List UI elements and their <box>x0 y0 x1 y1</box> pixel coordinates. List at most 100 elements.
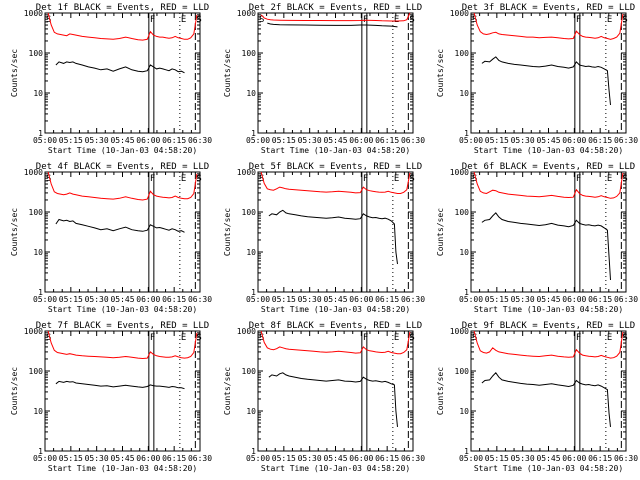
x-tick-label: 05:15 <box>272 295 296 304</box>
x-tick-label: 05:30 <box>85 295 109 304</box>
y-tick-label: 10 <box>33 248 43 257</box>
marker-label-s: S <box>46 333 51 343</box>
marker-label-s: S <box>409 174 414 184</box>
x-tick-label: 06:30 <box>401 295 425 304</box>
panel-det-1: Det 1f BLACK = Events, RED = LLD 1 10 100 10… <box>10 3 212 155</box>
x-tick-label: 05:30 <box>298 136 322 145</box>
x-tick-label: 05:45 <box>323 136 347 145</box>
series-line-lld <box>47 330 198 360</box>
y-tick-label: 1000 <box>450 327 469 336</box>
y-tick-label: 10 <box>246 89 256 98</box>
series-line-events <box>268 209 398 265</box>
marker-label-e: E <box>607 15 612 25</box>
series-line-lld <box>47 171 198 201</box>
plot-frame <box>44 12 201 134</box>
y-axis-label: Counts/sec <box>10 367 19 415</box>
x-tick-label: 06:30 <box>188 136 212 145</box>
series-line-lld <box>260 330 411 355</box>
x-tick-label: 06:30 <box>614 295 638 304</box>
y-tick-label: 1000 <box>450 168 469 177</box>
x-axis-label: Start Time (10-Jan-03 04:58:20) <box>474 464 623 473</box>
marker-label-e: E <box>394 174 399 184</box>
y-axis-label: Counts/sec <box>223 49 232 97</box>
marker-label-e: E <box>181 333 186 343</box>
x-tick-label: 05:15 <box>485 295 509 304</box>
marker-label-s: S <box>46 15 51 25</box>
panel-title: Det 7f BLACK = Events, RED = LLD <box>36 321 209 331</box>
panel-det-3: Det 3f BLACK = Events, RED = LLD 1 10 100 10… <box>436 3 638 155</box>
series-line-events <box>267 22 398 28</box>
y-tick-label: 1 <box>251 288 256 297</box>
y-tick-label: 10 <box>459 89 469 98</box>
series-line-events <box>481 372 611 427</box>
marker-label-s: S <box>46 174 51 184</box>
y-tick-label: 1000 <box>24 168 43 177</box>
x-tick-label: 05:30 <box>511 136 535 145</box>
x-tick-label: 06:15 <box>162 295 186 304</box>
marker-label-f: F <box>576 174 581 184</box>
x-tick-label: 06:00 <box>136 295 160 304</box>
plot-frame <box>257 171 414 293</box>
series-line-events <box>55 61 185 74</box>
x-tick-label: 05:15 <box>59 295 83 304</box>
x-tick-label: 06:30 <box>188 454 212 463</box>
series-line-events <box>55 380 185 390</box>
panel-title: Det 1f BLACK = Events, RED = LLD <box>36 3 209 13</box>
series-line-events <box>481 212 611 281</box>
x-tick-label: 05:45 <box>323 454 347 463</box>
marker-label-s: S <box>196 15 201 25</box>
marker-label-s: S <box>622 15 627 25</box>
x-tick-label: 06:15 <box>375 295 399 304</box>
marker-label-s: S <box>622 174 627 184</box>
y-tick-label: 1000 <box>24 9 43 18</box>
x-tick-label: 05:15 <box>485 136 509 145</box>
series-line-lld <box>260 171 411 194</box>
y-tick-label: 1 <box>38 288 43 297</box>
marker-label-s: S <box>196 174 201 184</box>
marker-label-f: F <box>363 333 368 343</box>
y-tick-label: 100 <box>242 208 257 217</box>
x-tick-label: 06:00 <box>349 136 373 145</box>
y-axis-label: Counts/sec <box>436 208 445 256</box>
x-tick-label: 06:00 <box>562 136 586 145</box>
x-tick-label: 06:00 <box>349 295 373 304</box>
y-tick-label: 1000 <box>237 327 256 336</box>
x-tick-label: 06:30 <box>614 136 638 145</box>
x-tick-label: 05:15 <box>272 136 296 145</box>
y-tick-label: 1 <box>464 288 469 297</box>
y-axis-label: Counts/sec <box>223 367 232 415</box>
x-tick-label: 05:30 <box>511 295 535 304</box>
x-tick-label: 05:45 <box>323 295 347 304</box>
panel-det-4: Det 4f BLACK = Events, RED = LLD 1 10 100 10… <box>10 162 212 314</box>
y-tick-label: 100 <box>455 49 470 58</box>
series-line-events <box>481 56 611 106</box>
y-tick-label: 100 <box>29 208 44 217</box>
marker-label-s: S <box>259 174 264 184</box>
panel-title: Det 8f BLACK = Events, RED = LLD <box>249 321 422 331</box>
x-tick-label: 06:00 <box>136 136 160 145</box>
plot-frame <box>257 12 414 134</box>
x-axis-label: Start Time (10-Jan-03 04:58:20) <box>261 146 410 155</box>
x-tick-label: 05:00 <box>33 136 57 145</box>
marker-label-s: S <box>472 174 477 184</box>
panel-det-7: Det 7f BLACK = Events, RED = LLD 1 10 100 10… <box>10 321 212 473</box>
marker-label-s: S <box>409 333 414 343</box>
panel-det-2: Det 2f BLACK = Events, RED = LLD 1 10 100 10… <box>223 3 425 155</box>
panel-det-6: Det 6f BLACK = Events, RED = LLD 1 10 100 10… <box>436 162 638 314</box>
x-axis-label: Start Time (10-Jan-03 04:58:20) <box>474 146 623 155</box>
x-tick-label: 06:15 <box>375 136 399 145</box>
x-tick-label: 06:30 <box>614 454 638 463</box>
x-tick-label: 05:45 <box>110 136 134 145</box>
x-tick-label: 06:00 <box>562 295 586 304</box>
y-tick-label: 10 <box>246 248 256 257</box>
marker-label-e: E <box>607 174 612 184</box>
x-axis-label: Start Time (10-Jan-03 04:58:20) <box>48 146 197 155</box>
y-tick-label: 10 <box>459 407 469 416</box>
x-tick-label: 05:30 <box>298 454 322 463</box>
marker-label-e: E <box>394 333 399 343</box>
y-tick-label: 1000 <box>24 327 43 336</box>
x-tick-label: 06:30 <box>401 454 425 463</box>
x-tick-label: 05:30 <box>298 295 322 304</box>
y-axis-label: Counts/sec <box>10 208 19 256</box>
